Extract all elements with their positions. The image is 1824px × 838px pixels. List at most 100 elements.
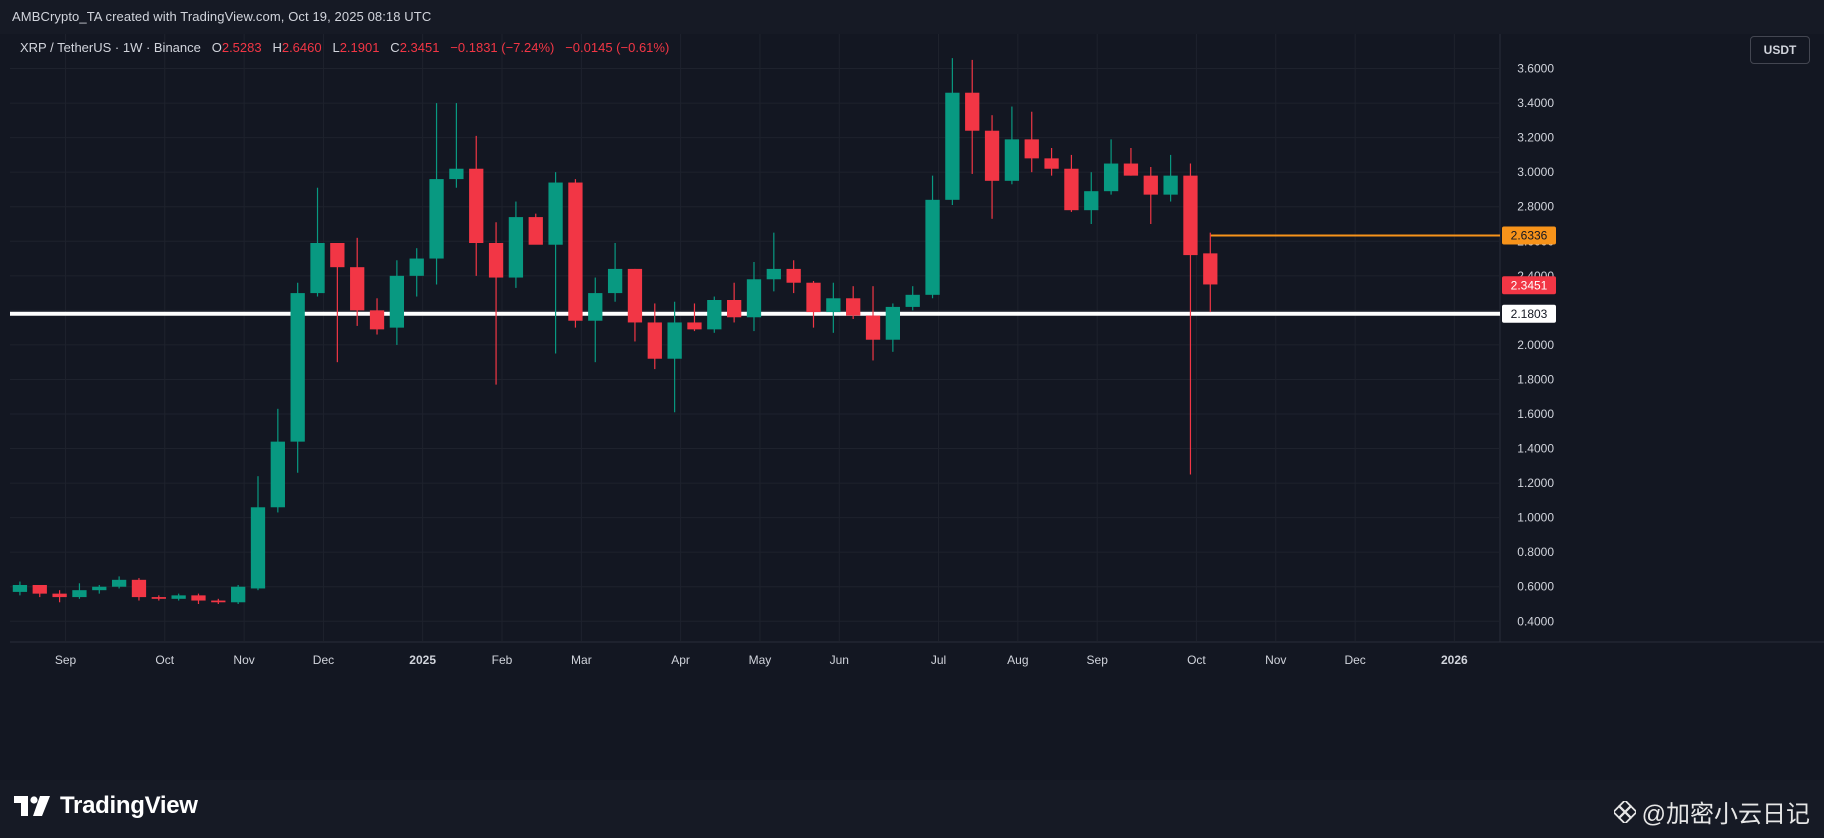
credit-text: AMBCrypto_TA created with TradingView.co… <box>12 9 432 24</box>
candle-body <box>12 585 28 592</box>
x-tick-label: Sep <box>1087 653 1109 667</box>
low-label: L <box>332 40 340 55</box>
candle-up <box>905 286 920 311</box>
candle-up <box>607 243 623 302</box>
candle-body <box>984 130 1000 181</box>
candle-up <box>310 187 325 297</box>
candle-up <box>429 103 444 285</box>
candle-up <box>588 277 603 363</box>
candle-down <box>1044 148 1059 176</box>
candle-down <box>965 59 980 174</box>
candle-body <box>607 268 623 294</box>
candle-down <box>1024 111 1039 173</box>
candle-body <box>1044 158 1059 169</box>
candle-body <box>786 268 801 283</box>
change-value-2: −0.0145 (−0.61%) <box>565 40 670 55</box>
candle-down <box>1064 154 1079 212</box>
candle-body <box>1123 163 1139 176</box>
candle-body <box>409 258 424 276</box>
x-tick-label: Dec <box>1344 653 1365 667</box>
low-value: 2.1901 <box>339 40 380 55</box>
x-tick-label: Jul <box>931 653 946 667</box>
y-tick-label: 1.6000 <box>1517 407 1554 421</box>
candle-up <box>508 201 524 288</box>
candle-body <box>350 267 365 311</box>
tradingview-logo-icon <box>14 796 50 816</box>
candle-down <box>1123 148 1139 176</box>
candle-body <box>548 182 563 245</box>
candle-down <box>568 179 583 328</box>
candle-body <box>151 597 166 599</box>
candle-body <box>727 300 742 318</box>
candle-up <box>548 172 563 354</box>
high-value: 2.6460 <box>281 40 322 55</box>
candle-body <box>211 600 226 603</box>
candle-down <box>191 593 206 604</box>
candles <box>12 58 1218 604</box>
candle-down <box>131 578 147 601</box>
candle-body <box>389 275 405 328</box>
currency-button[interactable]: USDT <box>1750 36 1810 64</box>
last-price-label: 2.3451 <box>1502 276 1556 295</box>
candle-body <box>449 168 464 180</box>
candle-down <box>52 590 67 603</box>
candle-body <box>707 300 722 330</box>
candle-up <box>1004 106 1020 185</box>
y-tick-label: 0.8000 <box>1517 545 1554 559</box>
candle-down <box>647 303 662 370</box>
x-tick-label: Feb <box>492 653 513 667</box>
open-label: O <box>211 40 222 55</box>
candle-body <box>885 306 901 340</box>
candle-up <box>945 58 960 205</box>
x-tick-label: Nov <box>1265 653 1286 667</box>
change-value: −0.1831 (−7.24%) <box>450 40 555 55</box>
candle-down <box>369 298 385 335</box>
x-tick-label: Oct <box>1187 653 1206 667</box>
candle-up <box>766 232 781 292</box>
candle-body <box>1103 163 1119 192</box>
candle-body <box>1163 175 1178 195</box>
x-tick-label: Oct <box>155 653 174 667</box>
y-tick-label: 2.8000 <box>1517 200 1554 214</box>
symbol-label: XRP / TetherUS · 1W · Binance <box>20 40 201 55</box>
tradingview-logo[interactable]: TradingView <box>14 792 198 820</box>
binance-diamond-icon <box>1613 800 1636 823</box>
candle-up <box>707 296 722 333</box>
candle-down <box>984 115 1000 219</box>
candle-down <box>1143 167 1158 224</box>
candle-body <box>647 322 662 359</box>
x-tick-label: Jun <box>830 653 849 667</box>
candle-body <box>1183 175 1198 256</box>
candle-body <box>746 279 762 318</box>
candle-body <box>191 595 206 601</box>
y-tick-label: 3.0000 <box>1517 165 1554 179</box>
price-axis[interactable]: 3.60003.40003.20003.00002.80002.60002.40… <box>1517 62 1554 629</box>
x-tick-label: Sep <box>55 653 77 667</box>
candle-down <box>627 268 643 342</box>
price-chart[interactable]: 3.60003.40003.20003.00002.80002.60002.40… <box>0 34 1824 780</box>
candle-down <box>786 260 801 294</box>
support-price-label-text: 2.1803 <box>1511 307 1548 321</box>
candle-body <box>250 507 266 589</box>
candle-up <box>231 585 246 604</box>
open-value: 2.5283 <box>221 40 262 55</box>
tradingview-brand: TradingView <box>60 792 198 819</box>
watermark: @加密小云日记 <box>1613 794 1810 829</box>
high-label: H <box>272 40 282 55</box>
candle-body <box>469 168 484 243</box>
candle-up <box>72 583 87 599</box>
candle-body <box>231 586 246 603</box>
y-tick-label: 1.8000 <box>1517 372 1554 386</box>
candle-up <box>12 581 28 596</box>
x-tick-label: Nov <box>233 653 254 667</box>
x-tick-label: 2026 <box>1441 653 1468 667</box>
candle-body <box>1004 139 1020 181</box>
candle-down <box>806 281 821 328</box>
candle-up <box>1103 139 1119 195</box>
candle-up <box>885 303 901 352</box>
time-axis[interactable]: Sep Oct Nov Dec 2025 Feb Mar Apr May Jun Jul Aug Sep… <box>55 653 1468 667</box>
candle-body <box>72 590 87 598</box>
last-price-label-box <box>1502 276 1556 295</box>
candle-up <box>746 262 762 332</box>
